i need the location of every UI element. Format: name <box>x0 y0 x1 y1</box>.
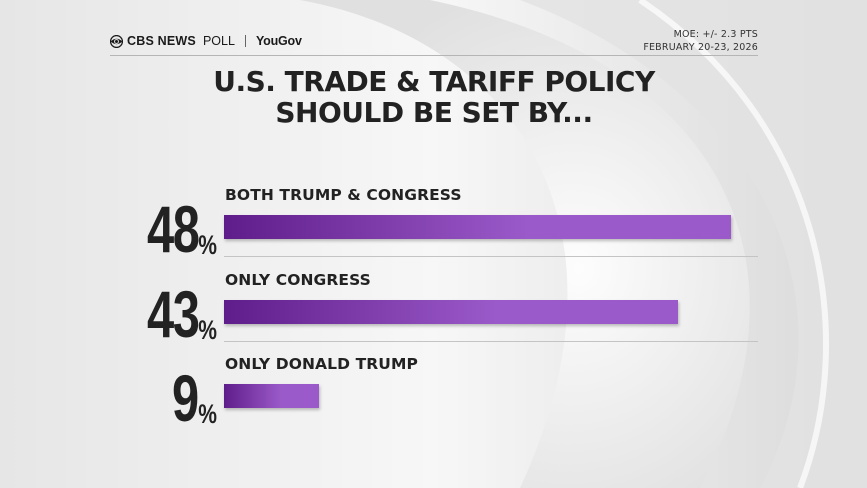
bar <box>224 215 731 239</box>
bar <box>224 300 678 324</box>
bar-row: 43% ONLY CONGRESS <box>0 271 867 351</box>
value-number: 9 <box>172 361 199 435</box>
value-number: 48 <box>146 192 200 266</box>
brand-cbs-news: CBS NEWS <box>127 34 196 48</box>
category-label: BOTH TRUMP & CONGRESS <box>225 186 462 204</box>
cbs-eye-icon <box>110 34 123 48</box>
poll-meta: MOE: +/- 2.3 PTS FEBRUARY 20-23, 2026 <box>643 28 758 54</box>
row-divider <box>224 256 758 257</box>
value-label: 48% <box>134 186 220 266</box>
bar-row: 9% ONLY DONALD TRUMP <box>0 355 867 435</box>
row-divider <box>224 341 758 342</box>
brand-yougov: YouGov <box>255 34 302 48</box>
chart-title-line-2: SHOULD BE SET BY... <box>275 96 593 129</box>
bar <box>224 384 319 408</box>
value-label: 43% <box>134 271 220 351</box>
brand-lockup: CBS NEWS POLL YouGov <box>110 34 302 48</box>
chart-title: U.S. TRADE & TARIFF POLICY SHOULD BE SET… <box>110 66 758 128</box>
category-label: ONLY CONGRESS <box>225 271 371 289</box>
percent-sign: % <box>198 230 217 260</box>
value-number: 43 <box>146 277 200 351</box>
chart-title-line-1: U.S. TRADE & TARIFF POLICY <box>213 65 655 98</box>
header-divider <box>110 55 758 56</box>
margin-of-error: MOE: +/- 2.3 PTS <box>673 29 758 40</box>
poll-dates: FEBRUARY 20-23, 2026 <box>643 42 758 53</box>
header: CBS NEWS POLL YouGov MOE: +/- 2.3 PTS FE… <box>110 28 758 54</box>
percent-sign: % <box>198 399 217 429</box>
value-label: 9% <box>134 355 220 435</box>
bar-row: 48% BOTH TRUMP & CONGRESS <box>0 186 867 266</box>
brand-divider <box>244 35 246 47</box>
category-label: ONLY DONALD TRUMP <box>225 355 418 373</box>
brand-poll: POLL <box>202 34 235 48</box>
percent-sign: % <box>198 315 217 345</box>
